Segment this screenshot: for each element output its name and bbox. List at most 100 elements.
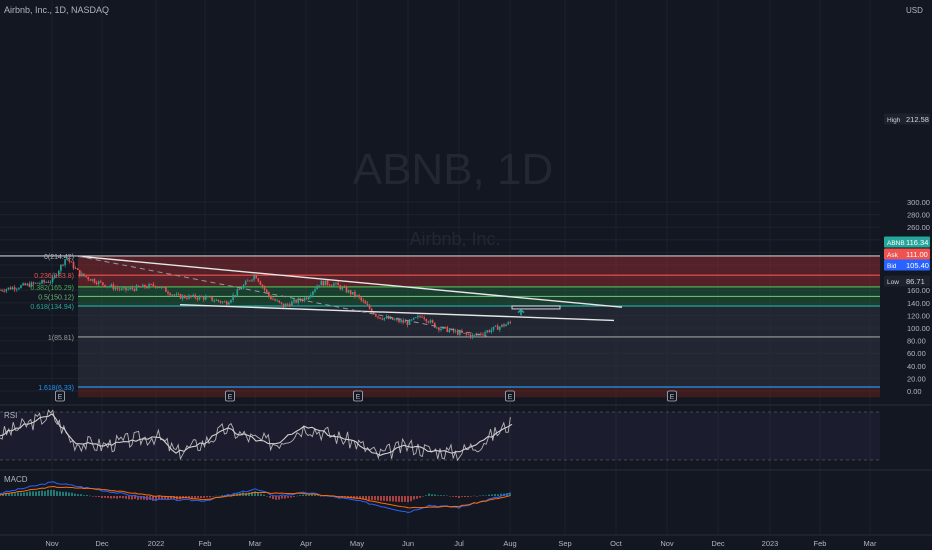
macd-histogram-bar (125, 496, 127, 499)
candle-body (341, 287, 344, 290)
macd-histogram-bar (488, 494, 490, 496)
macd-histogram-bar (293, 496, 295, 497)
macd-histogram-bar (275, 496, 277, 500)
candle-body (200, 296, 203, 298)
macd-histogram-bar (257, 492, 259, 496)
time-tick-label: Jul (454, 539, 464, 548)
candle-body (410, 319, 413, 321)
macd-histogram-bar (260, 493, 262, 496)
macd-histogram-bar (449, 496, 451, 497)
macd-histogram-bar (266, 495, 268, 497)
candle-body (475, 334, 478, 336)
candle-body (202, 297, 205, 300)
candle-body (242, 284, 245, 289)
candle-body (123, 287, 125, 289)
candle-body (270, 296, 272, 300)
candle-body (400, 320, 402, 322)
macd-histogram-bar (287, 496, 289, 498)
macd-histogram-bar (131, 496, 133, 500)
candle-body (383, 317, 386, 320)
macd-histogram-bar (77, 494, 79, 496)
dashed-trendline (77, 255, 488, 337)
candle-body (102, 282, 104, 285)
candle-body (34, 282, 37, 284)
macd-histogram-bar (443, 495, 445, 496)
price-tick-label: 160.00 (907, 286, 930, 295)
macd-histogram-bar (272, 496, 274, 500)
candle-body (312, 291, 314, 296)
candle-body (165, 287, 167, 292)
macd-histogram-bar (173, 496, 175, 499)
macd-histogram-bar (206, 496, 208, 498)
candle-body (379, 317, 381, 319)
macd-histogram-bar (326, 496, 328, 497)
macd-histogram-bar (107, 496, 109, 499)
candle-body (167, 291, 169, 294)
macd-histogram-bar (119, 496, 121, 499)
price-label-box (884, 259, 930, 271)
time-tick-label: Dec (711, 539, 725, 548)
macd-histogram-bar (203, 496, 205, 498)
drawings[interactable] (77, 255, 623, 337)
candle-body (284, 303, 287, 307)
candle-body (457, 330, 459, 335)
macd-histogram-bar (155, 496, 157, 501)
macd-histogram-bar (413, 496, 415, 500)
fib-zone (78, 255, 880, 276)
candle-body (473, 334, 476, 336)
macd-histogram-bar (461, 496, 463, 497)
earnings-marker (55, 390, 65, 402)
macd-histogram-bar (431, 494, 433, 496)
candle-body (253, 275, 255, 280)
candle-body (324, 280, 327, 286)
candle-body (249, 280, 251, 282)
candle-body (240, 288, 243, 290)
rsi-ma-line (0, 413, 513, 456)
macd-histogram-bar (116, 496, 118, 499)
candle-body (228, 302, 230, 305)
price-tick-label: 140.00 (907, 299, 930, 308)
candle-body (137, 285, 140, 287)
price-tick-label: 300.00 (907, 198, 930, 207)
macd-histogram-bar (452, 496, 454, 497)
macd-histogram-bar (296, 495, 298, 497)
candle-body (339, 285, 341, 290)
macd-histogram-bar (320, 496, 322, 497)
upper-trendline (77, 255, 623, 308)
macd-histogram-bar (197, 496, 199, 498)
candle-body (503, 324, 505, 327)
fibonacci-retracement[interactable]: 0(214.42)0.236(183.8)0.382(165.29)0.5(15… (0, 254, 880, 398)
candle-body (118, 288, 121, 290)
candle-body (125, 287, 127, 291)
time-tick-label: May (350, 539, 364, 548)
macd-histogram-bar (86, 495, 88, 496)
macd-histogram-bar (368, 496, 370, 501)
candle-body (396, 319, 398, 320)
macd-histogram-bar (473, 495, 475, 497)
candle-body (278, 300, 281, 303)
candle-body (488, 330, 491, 332)
macd-histogram-bar (353, 496, 355, 499)
macd-histogram-bar (362, 496, 364, 500)
macd-histogram-bar (59, 491, 61, 496)
price-label-name: High (887, 117, 901, 124)
candle-body (349, 290, 352, 295)
candle-body (55, 275, 58, 276)
time-tick-label: Dec (95, 539, 109, 548)
candle-body (307, 296, 310, 300)
candle-body (406, 321, 409, 325)
macd-histogram-bar (311, 494, 313, 496)
fib-zone (78, 305, 880, 337)
macd-histogram-bar (170, 496, 172, 500)
macd-histogram-bar (44, 491, 46, 496)
macd-histogram-bar (365, 496, 367, 500)
macd-histogram-bar (263, 494, 265, 496)
candle-body (209, 296, 211, 298)
macd-histogram-bar (53, 489, 55, 496)
macd-histogram-bar (128, 496, 130, 500)
candle-body (247, 280, 249, 282)
candle-body (108, 286, 110, 288)
